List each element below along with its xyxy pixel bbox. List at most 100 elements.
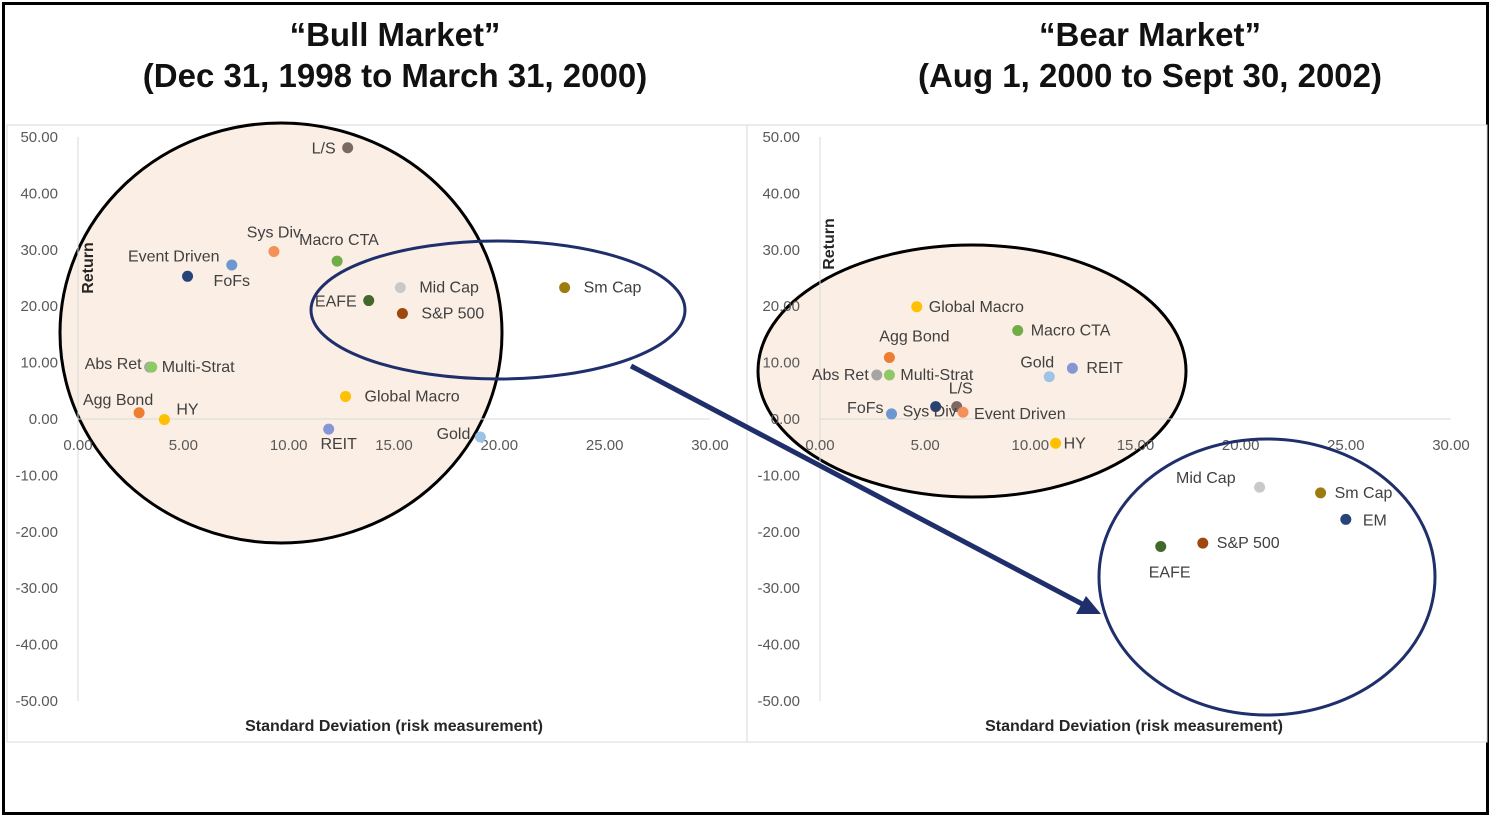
bear-point [1197, 537, 1209, 549]
bull-point-label: Mid Cap [419, 280, 479, 297]
bull-market-title-block: “Bull Market” (Dec 31, 1998 to March 31,… [20, 14, 770, 96]
bull-point [394, 282, 406, 294]
bull-y-tick-label: 50.00 [20, 129, 58, 146]
bear-point-label: Mid Cap [1176, 470, 1236, 487]
bull-point [133, 407, 145, 419]
bear-x-tick-label: 0.00 [805, 437, 834, 454]
bear-x-tick-label: 15.00 [1117, 437, 1155, 454]
bear-point [883, 352, 895, 364]
bull-point-label: Sys Div [247, 224, 301, 241]
bear-market-title: “Bear Market” [1039, 16, 1261, 53]
bull-point [396, 308, 408, 320]
bear-point-label: Agg Bond [879, 329, 949, 346]
bear-y-tick-label: -50.00 [757, 693, 800, 710]
bear-point [957, 406, 969, 418]
bear-y-tick-label: 50.00 [762, 129, 800, 146]
bull-point [158, 414, 170, 426]
bull-y-tick-label: 40.00 [20, 185, 58, 202]
bull-hedge-fund-bubble [58, 121, 504, 545]
bear-point-label: EM [1363, 512, 1387, 529]
bear-equity-highlight-ellipse [1097, 437, 1437, 717]
bear-y-tick-label: -20.00 [757, 524, 800, 541]
bear-point-label: S&P 500 [1217, 535, 1280, 552]
bear-point-label: EAFE [1149, 564, 1191, 581]
bear-point-label: Gold [1020, 355, 1054, 372]
bull-y-tick-label: -20.00 [15, 524, 58, 541]
bull-point [146, 361, 158, 373]
bull-point-label: HY [176, 402, 199, 419]
bull-equity-highlight-ellipse [309, 239, 687, 381]
bull-x-tick-label: 10.00 [270, 437, 308, 454]
bear-point-label: Multi-Strat [900, 367, 973, 384]
bull-point-label: FoFs [214, 273, 250, 290]
bull-point-label: Multi-Strat [162, 359, 235, 376]
bear-point [930, 401, 942, 413]
bull-point [182, 270, 194, 282]
bull-y-tick-label: 30.00 [20, 242, 58, 259]
bear-market-subtitle: (Aug 1, 2000 to Sept 30, 2002) [917, 57, 1382, 94]
bull-y-axis-title: Return [80, 242, 97, 294]
bear-point-label: Abs Ret [812, 367, 869, 384]
bull-point-label: Macro CTA [299, 232, 379, 249]
bear-point-label: Sys Div [903, 404, 957, 421]
bull-point [226, 259, 238, 271]
bull-point-label: S&P 500 [421, 306, 484, 323]
bear-point [1066, 362, 1078, 374]
bull-point [559, 282, 571, 294]
bear-x-tick-label: 10.00 [1012, 437, 1050, 454]
bull-point [340, 390, 352, 402]
bear-point [1050, 437, 1062, 449]
bull-y-tick-label: -10.00 [15, 467, 58, 484]
bull-point [363, 295, 375, 307]
bear-point-label: FoFs [847, 400, 883, 417]
bear-point [1315, 487, 1327, 499]
bull-point-label: Event Driven [128, 248, 220, 265]
connector-arrow-line [629, 363, 1088, 609]
bull-y-tick-label: 20.00 [20, 298, 58, 315]
bull-point-label: REIT [320, 436, 357, 453]
bear-point-label: Macro CTA [1031, 322, 1111, 339]
bull-x-tick-label: 30.00 [691, 437, 729, 454]
bear-hedge-fund-bubble [756, 243, 1188, 499]
bull-point-label: Global Macro [365, 388, 460, 405]
bull-x-tick-label: 0.00 [63, 437, 92, 454]
bear-point [883, 369, 895, 381]
bear-point-label: Global Macro [929, 299, 1024, 316]
bear-market-title-block: “Bear Market” (Aug 1, 2000 to Sept 30, 2… [760, 14, 1495, 96]
bull-y-tick-label: -30.00 [15, 580, 58, 597]
bull-point [268, 245, 280, 257]
bull-x-axis-title: Standard Deviation (risk measurement) [245, 718, 543, 735]
bull-market-title: “Bull Market” [289, 16, 501, 53]
bear-point [871, 369, 883, 381]
bear-point-label: HY [1064, 435, 1087, 452]
bear-point [1012, 324, 1024, 336]
bear-point [886, 408, 898, 420]
bull-x-tick-label: 5.00 [169, 437, 198, 454]
bull-x-tick-label: 15.00 [375, 437, 413, 454]
bull-point [474, 431, 486, 443]
bull-point-label: EAFE [315, 294, 357, 311]
bear-y-tick-label: 10.00 [762, 355, 800, 372]
bear-x-tick-label: 30.00 [1432, 437, 1470, 454]
bear-point-label: L/S [949, 381, 973, 398]
bull-point-label: Gold [437, 426, 471, 443]
bear-x-tick-label: 5.00 [911, 437, 940, 454]
bear-point-label: REIT [1086, 360, 1123, 377]
bear-y-axis-title: Return [821, 218, 838, 270]
bull-market-subtitle: (Dec 31, 1998 to March 31, 2000) [142, 57, 648, 94]
bear-point [1254, 481, 1266, 493]
bull-y-tick-label: -50.00 [15, 693, 58, 710]
bear-y-tick-label: -30.00 [757, 580, 800, 597]
bull-point-label: Abs Ret [85, 356, 142, 373]
bull-point [342, 142, 354, 154]
bear-y-tick-label: 0.00 [771, 411, 800, 428]
bear-y-tick-label: -10.00 [757, 467, 800, 484]
connector-arrow-head [1076, 596, 1101, 614]
bull-point [331, 255, 343, 267]
bull-x-tick-label: 25.00 [586, 437, 624, 454]
bear-point [1043, 371, 1055, 383]
bear-point [1155, 540, 1167, 552]
bull-y-tick-label: 0.00 [29, 411, 58, 428]
bear-point [911, 301, 923, 313]
